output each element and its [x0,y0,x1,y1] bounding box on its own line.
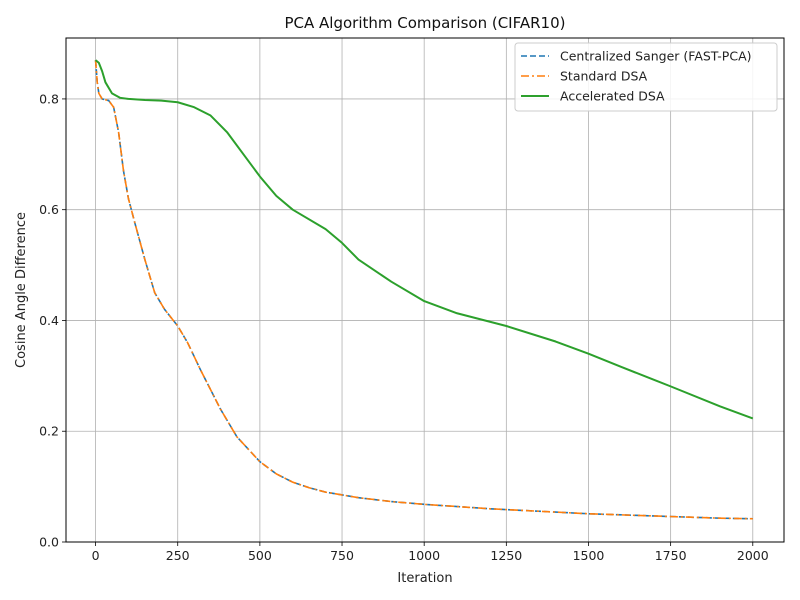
x-tick-label: 1500 [573,548,605,563]
y-tick-label: 0.0 [39,535,59,550]
y-axis-label: Cosine Angle Difference [14,212,29,368]
x-tick-label: 1750 [655,548,687,563]
x-axis-ticks: 0 250 500 750 1000 1250 1500 1750 2000 [92,542,769,563]
x-tick-label: 750 [330,548,354,563]
y-tick-label: 0.6 [39,202,59,217]
legend-label: Accelerated DSA [560,89,665,104]
plot-frame [65,37,785,543]
legend: Centralized Sanger (FAST-PCA) Standard DS… [514,42,778,112]
x-tick-label: 2000 [737,548,769,563]
x-tick-label: 1250 [490,548,522,563]
x-tick-label: 500 [248,548,272,563]
x-axis-label: Iteration [397,571,452,586]
series-line-standard-dsa [94,60,753,520]
y-tick-label: 0.2 [39,424,59,439]
y-tick-label: 0.8 [39,91,59,106]
legend-label: Standard DSA [560,69,648,84]
series-line-accelerated-dsa [94,59,754,420]
legend-label: Centralized Sanger (FAST-PCA) [560,49,752,64]
legend-box [514,42,778,112]
x-tick-label: 250 [166,548,190,563]
legend-entries: Centralized Sanger (FAST-PCA) Standard DS… [521,49,752,104]
y-axis-ticks: 0.0 0.2 0.4 0.6 0.8 [39,91,66,550]
plot-series [94,59,754,520]
chart-title: PCA Algorithm Comparison (CIFAR10) [285,14,566,32]
x-tick-label: 1000 [408,548,440,563]
y-tick-label: 0.4 [39,313,59,328]
x-tick-label: 0 [92,548,100,563]
